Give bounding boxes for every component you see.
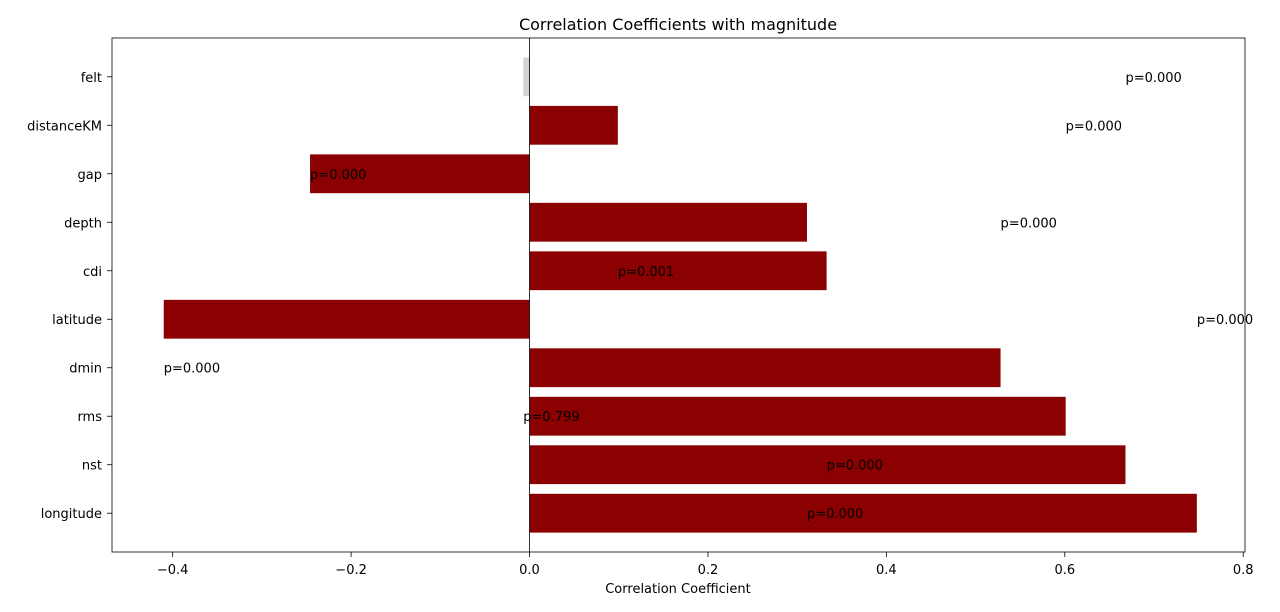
y-tick-label-cdi: cdi bbox=[83, 265, 102, 280]
y-tick-label-latitude: latitude bbox=[52, 313, 102, 328]
bar-dmin bbox=[529, 348, 1001, 388]
plot-frame bbox=[111, 37, 1246, 553]
p-value-annotation: p=0.799 bbox=[523, 410, 579, 425]
x-tick-label: 0.2 bbox=[698, 563, 719, 578]
y-tick-label-gap: gap bbox=[78, 168, 102, 183]
bar-gap bbox=[310, 154, 530, 194]
x-tick-label: −0.4 bbox=[157, 563, 189, 578]
x-tick-label: 0.0 bbox=[519, 563, 540, 578]
bars-group bbox=[163, 57, 1197, 533]
bar-distanceKM bbox=[529, 105, 618, 145]
bar-latitude bbox=[163, 299, 530, 339]
bar-nst bbox=[529, 445, 1126, 485]
x-tick-label: 0.8 bbox=[1233, 563, 1254, 578]
p-value-annotation: p=0.000 bbox=[1197, 313, 1253, 328]
x-tick-label: 0.6 bbox=[1054, 563, 1075, 578]
bar-rms bbox=[529, 396, 1066, 436]
bar-depth bbox=[529, 202, 807, 242]
chart-title: Correlation Coefficients with magnitude bbox=[519, 15, 837, 34]
y-tick-label-felt: felt bbox=[81, 71, 102, 86]
bar-cdi bbox=[529, 251, 827, 291]
y-tick-label-depth: depth bbox=[64, 216, 102, 231]
p-value-annotation: p=0.000 bbox=[827, 459, 883, 474]
p-value-annotation: p=0.000 bbox=[1125, 71, 1181, 86]
x-tick-label: 0.4 bbox=[876, 563, 897, 578]
bar-felt bbox=[523, 57, 530, 97]
x-axis-label: Correlation Coefficient bbox=[605, 582, 751, 597]
y-tick-label-nst: nst bbox=[82, 459, 102, 474]
annotations-group: p=0.000 p=0.000 p=0.799 p=0.000 p=0.000 p=0.0… bbox=[164, 71, 1253, 522]
y-axis-ticks: longitude nst rms dmin latitude cdi depth gap di… bbox=[27, 71, 112, 522]
p-value-annotation: p=0.000 bbox=[164, 362, 220, 377]
y-tick-label-longitude: longitude bbox=[41, 507, 102, 522]
y-tick-label-distanceKM: distanceKM bbox=[27, 119, 102, 134]
p-value-annotation: p=0.000 bbox=[1001, 216, 1057, 231]
x-axis-ticks: −0.4 −0.2 0.0 0.2 0.4 0.6 0.8 bbox=[157, 552, 1254, 578]
x-tick-label: −0.2 bbox=[335, 563, 367, 578]
p-value-annotation: p=0.000 bbox=[1066, 119, 1122, 134]
y-tick-label-dmin: dmin bbox=[69, 362, 102, 377]
p-value-annotation: p=0.001 bbox=[618, 265, 674, 280]
y-tick-label-rms: rms bbox=[77, 410, 102, 425]
p-value-annotation: p=0.000 bbox=[310, 168, 366, 183]
p-value-annotation: p=0.000 bbox=[807, 507, 863, 522]
bar-longitude bbox=[529, 493, 1197, 533]
